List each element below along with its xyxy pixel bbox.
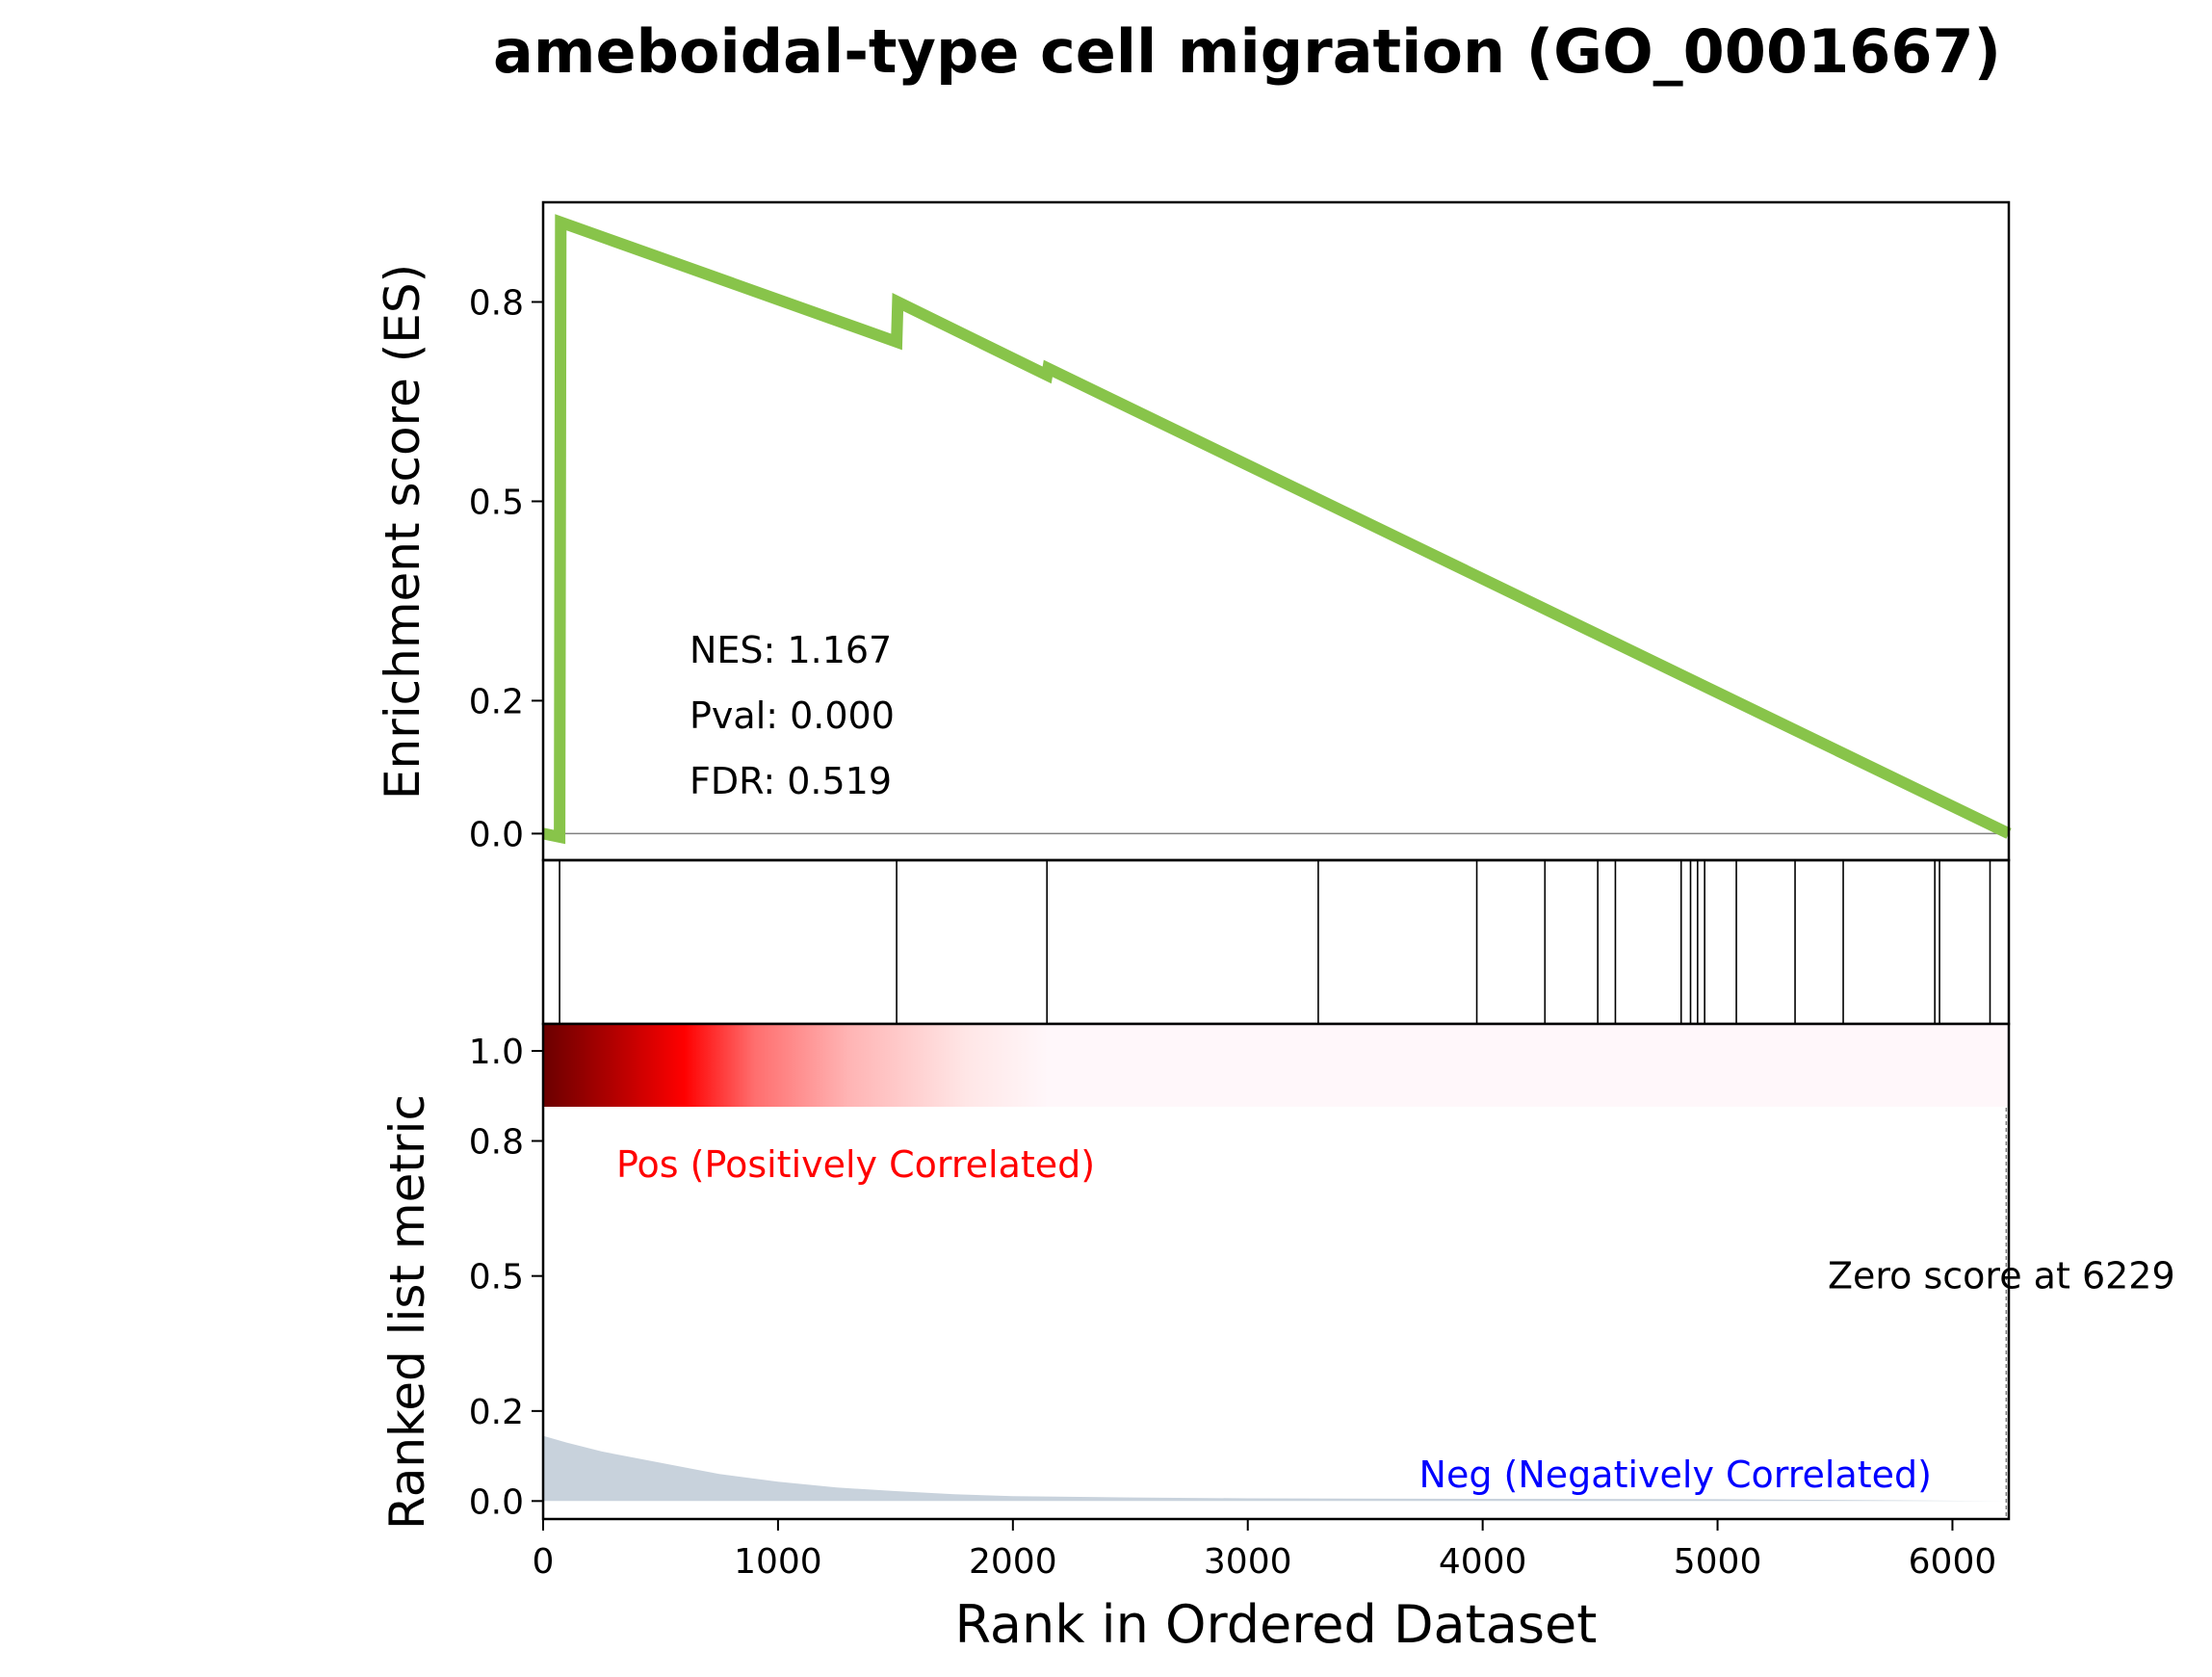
x-tick-label: 5000 [1674,1542,1762,1582]
hit-lines [559,860,1991,1024]
x-tick-label: 4000 [1439,1542,1527,1582]
correlation-heatmap-band [543,1024,2009,1107]
ranked-y-tick-label: 0.8 [469,1122,524,1162]
zero-score-label: Zero score at 6229 [1828,1255,2175,1297]
es-panel: 0.0 0.2 0.5 0.8 Enrichment score (ES) NES: … [375,200,2012,862]
hits-panel-frame [541,858,2011,1026]
ranked-x-ticks: 0 1000 2000 3000 4000 5000 6000 [533,1519,1997,1582]
es-curve-line [541,214,2012,845]
ranked-y-tick-label: 1.0 [469,1033,524,1072]
es-y-ticks: 0.0 0.2 0.5 0.8 [469,283,543,854]
ranked-y-ticks: 0.0 0.2 0.5 0.8 1.0 [469,1033,543,1522]
ranked-panel-frame [541,1022,2011,1521]
hits-panel [541,858,2011,1026]
ranked-metric-area [543,1435,2007,1502]
es-y-tick-label: 0.8 [469,283,524,323]
x-tick-label: 3000 [1204,1542,1292,1582]
x-tick-label: 6000 [1909,1542,1997,1582]
ranked-y-tick-label: 0.5 [469,1258,524,1297]
x-tick-label: 0 [533,1542,555,1582]
neg-correlated-label: Neg (Negatively Correlated) [1419,1454,1932,1496]
pos-correlated-label: Pos (Positively Correlated) [616,1143,1095,1186]
x-tick-label: 2000 [969,1542,1057,1582]
chart-title: ameboidal-type cell migration (GO_000166… [493,16,2001,87]
nes-stat: NES: 1.167 [690,629,892,671]
ranked-y-axis-label: Ranked list metric [379,1094,435,1530]
es-y-tick-label: 0.5 [469,483,524,522]
ranked-panel: Zero score at 6229 Pos (Positively Corre… [379,1022,2175,1655]
es-y-axis-label: Enrichment score (ES) [375,264,430,799]
es-y-tick-label: 0.0 [469,815,524,854]
ranked-y-tick-label: 0.2 [469,1393,524,1432]
ranked-y-tick-label: 0.0 [469,1482,524,1522]
es-y-tick-label: 0.2 [469,682,524,721]
fdr-stat: FDR: 0.519 [690,760,892,802]
x-tick-label: 1000 [734,1542,822,1582]
pval-stat: Pval: 0.000 [690,694,895,737]
x-axis-label: Rank in Ordered Dataset [955,1594,1598,1655]
